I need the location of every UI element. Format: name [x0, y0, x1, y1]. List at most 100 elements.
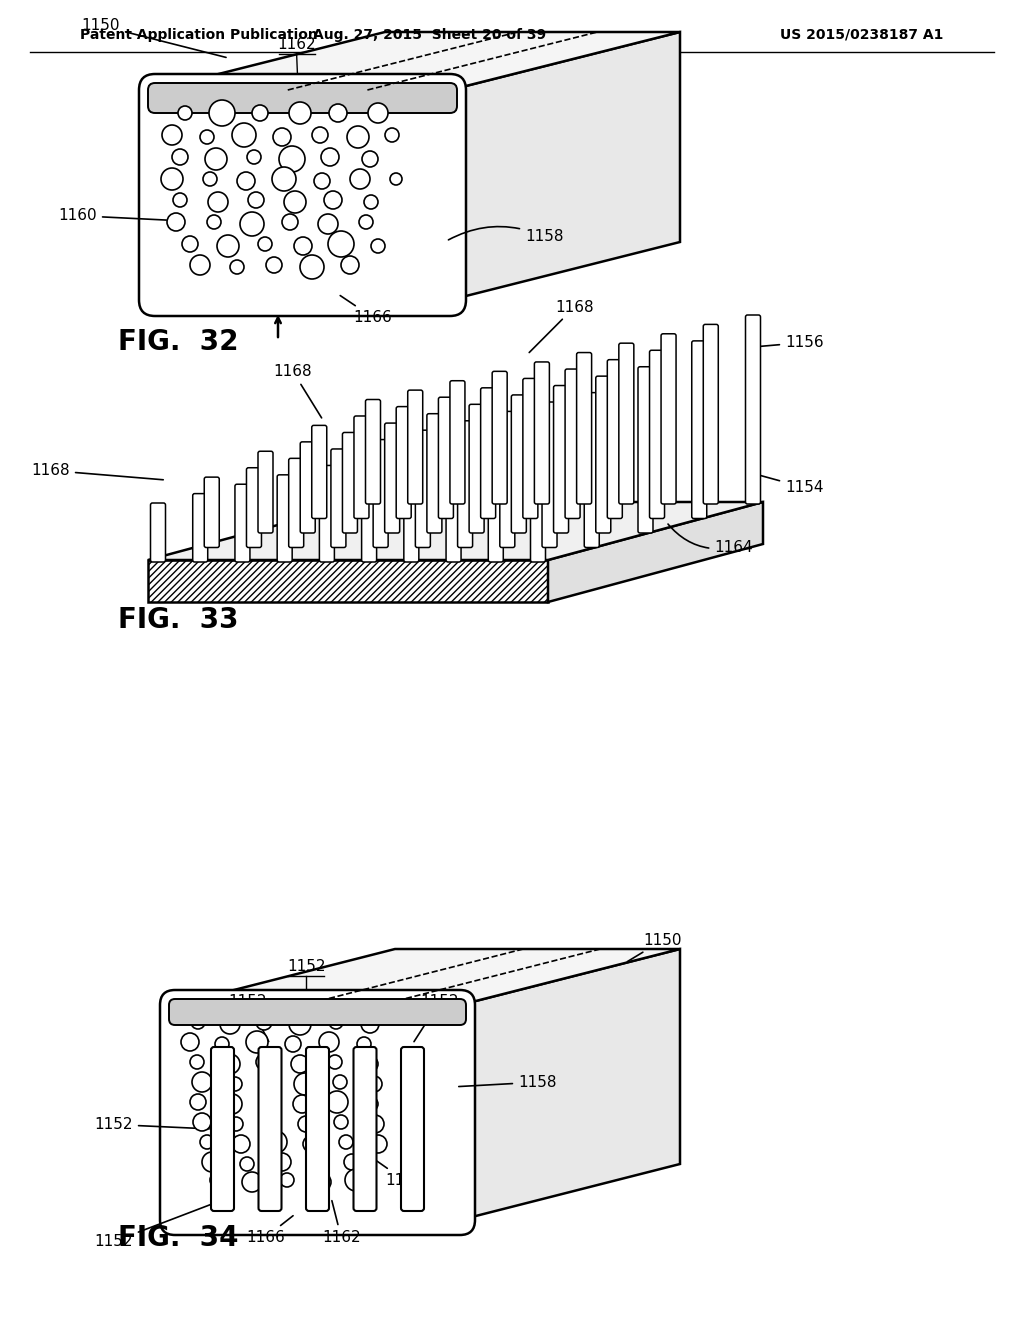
Circle shape	[347, 125, 369, 148]
Circle shape	[229, 1117, 243, 1131]
Polygon shape	[450, 32, 680, 300]
FancyBboxPatch shape	[234, 484, 250, 562]
FancyBboxPatch shape	[148, 83, 457, 114]
Circle shape	[193, 1072, 212, 1092]
FancyBboxPatch shape	[319, 466, 335, 562]
FancyBboxPatch shape	[585, 392, 599, 548]
Circle shape	[209, 100, 234, 125]
FancyBboxPatch shape	[500, 412, 515, 548]
Circle shape	[203, 172, 217, 186]
Text: 1152: 1152	[94, 1117, 209, 1133]
Circle shape	[345, 1170, 367, 1191]
Circle shape	[324, 191, 342, 209]
Circle shape	[326, 1092, 348, 1113]
FancyBboxPatch shape	[638, 367, 653, 533]
Polygon shape	[175, 949, 680, 1005]
FancyBboxPatch shape	[354, 416, 369, 519]
FancyBboxPatch shape	[450, 380, 465, 504]
FancyBboxPatch shape	[607, 359, 623, 519]
FancyBboxPatch shape	[662, 334, 676, 504]
FancyBboxPatch shape	[289, 458, 304, 548]
Text: 1166: 1166	[246, 1216, 293, 1245]
Circle shape	[328, 1055, 342, 1069]
Circle shape	[260, 1096, 274, 1109]
Text: 1168: 1168	[273, 364, 322, 418]
Text: 1166: 1166	[340, 296, 392, 325]
Polygon shape	[548, 502, 763, 602]
Circle shape	[181, 1034, 199, 1051]
Circle shape	[279, 147, 305, 172]
Circle shape	[200, 129, 214, 144]
Text: 1160: 1160	[58, 209, 166, 223]
Polygon shape	[148, 560, 548, 602]
FancyBboxPatch shape	[618, 343, 634, 504]
FancyBboxPatch shape	[361, 455, 377, 562]
FancyBboxPatch shape	[306, 1047, 329, 1210]
Circle shape	[248, 191, 264, 209]
Circle shape	[261, 1073, 279, 1092]
Circle shape	[228, 1077, 242, 1092]
Circle shape	[371, 239, 385, 253]
Circle shape	[334, 1115, 348, 1129]
Circle shape	[339, 1135, 353, 1148]
Text: 1152: 1152	[287, 960, 326, 974]
Circle shape	[232, 123, 256, 147]
Circle shape	[357, 1038, 371, 1051]
Circle shape	[321, 148, 339, 166]
Text: US 2015/0238187 A1: US 2015/0238187 A1	[780, 28, 943, 42]
FancyBboxPatch shape	[535, 362, 550, 504]
Circle shape	[318, 214, 338, 234]
Circle shape	[215, 1038, 229, 1051]
FancyBboxPatch shape	[396, 407, 412, 519]
Circle shape	[190, 1094, 206, 1110]
FancyBboxPatch shape	[565, 370, 580, 519]
FancyBboxPatch shape	[408, 391, 423, 504]
FancyBboxPatch shape	[596, 376, 610, 533]
Circle shape	[298, 1115, 314, 1133]
Circle shape	[359, 215, 373, 228]
FancyBboxPatch shape	[258, 1047, 282, 1210]
Text: 1158: 1158	[449, 227, 563, 244]
Text: 1154: 1154	[758, 475, 823, 495]
FancyBboxPatch shape	[703, 325, 718, 504]
Circle shape	[368, 103, 388, 123]
Circle shape	[246, 1031, 268, 1053]
Circle shape	[182, 236, 198, 252]
Text: 1150: 1150	[82, 18, 226, 57]
FancyBboxPatch shape	[446, 437, 461, 562]
FancyBboxPatch shape	[366, 400, 381, 504]
Polygon shape	[155, 32, 680, 90]
Circle shape	[217, 235, 239, 257]
Circle shape	[390, 173, 402, 185]
Circle shape	[167, 213, 185, 231]
Circle shape	[237, 172, 255, 190]
Circle shape	[273, 128, 291, 147]
Circle shape	[314, 173, 330, 189]
Text: 1168: 1168	[32, 463, 163, 479]
FancyBboxPatch shape	[385, 424, 399, 533]
Circle shape	[313, 1173, 331, 1191]
Circle shape	[190, 255, 210, 275]
Circle shape	[294, 1073, 316, 1096]
FancyBboxPatch shape	[692, 341, 707, 519]
FancyBboxPatch shape	[493, 371, 507, 504]
FancyBboxPatch shape	[331, 449, 346, 548]
Circle shape	[333, 1074, 347, 1089]
Text: FIG.  32: FIG. 32	[118, 327, 239, 356]
FancyBboxPatch shape	[401, 1047, 424, 1210]
FancyBboxPatch shape	[193, 494, 208, 562]
FancyBboxPatch shape	[427, 413, 442, 533]
Text: Patent Application Publication: Patent Application Publication	[80, 28, 317, 42]
Circle shape	[364, 1097, 378, 1111]
Circle shape	[306, 1152, 328, 1175]
Circle shape	[364, 195, 378, 209]
FancyBboxPatch shape	[204, 477, 219, 548]
Circle shape	[220, 1014, 240, 1034]
FancyBboxPatch shape	[353, 1047, 377, 1210]
Text: 1162: 1162	[322, 1201, 360, 1245]
FancyBboxPatch shape	[403, 446, 419, 562]
Text: 1164: 1164	[668, 524, 753, 554]
Text: 1150: 1150	[628, 933, 682, 961]
Circle shape	[291, 1055, 309, 1073]
FancyBboxPatch shape	[480, 388, 496, 519]
